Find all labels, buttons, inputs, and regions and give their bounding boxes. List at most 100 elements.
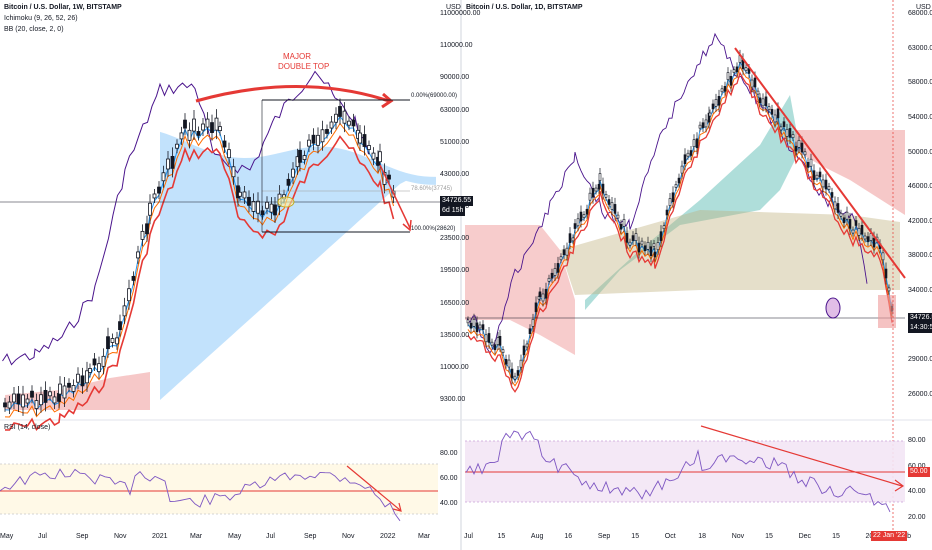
candle-body — [680, 165, 684, 174]
candle-body — [222, 140, 227, 148]
candle-body — [85, 370, 89, 384]
breakdown-highlight — [878, 295, 896, 328]
left-header-bb[interactable]: BB (20, close, 2, 0) — [4, 26, 64, 33]
candle-body — [601, 183, 605, 194]
candle-body — [325, 129, 329, 134]
candle-body — [806, 161, 810, 168]
candle-body — [729, 75, 733, 86]
candle-body — [726, 72, 730, 80]
right-price-pane — [465, 0, 906, 530]
candle-body — [58, 383, 62, 395]
candle-body — [818, 171, 822, 178]
candle-body — [797, 140, 801, 148]
candle-body — [674, 184, 678, 188]
candle-body — [347, 120, 351, 126]
right-header-symbol: Bitcoin / U.S. Dollar, 1D, BITSTAMP — [466, 4, 583, 11]
rsi-divergence-arrowhead — [392, 502, 402, 512]
right-price-tick-label: 42000.00 — [908, 217, 932, 225]
left-time-label: May — [228, 533, 242, 540]
fib-mid-label: 78.60%(37745) — [411, 186, 453, 192]
candle-body — [860, 224, 864, 235]
candle-body — [342, 110, 347, 124]
tenkan-sen-line — [4, 115, 394, 411]
candle-body — [568, 233, 572, 243]
candle-body — [362, 134, 367, 147]
candle-body — [788, 128, 792, 138]
kumo-cloud-bullish — [160, 131, 436, 400]
candle-body — [131, 276, 136, 281]
candle-body — [616, 214, 620, 219]
downside-arrowhead — [402, 219, 412, 232]
candle-body — [887, 287, 891, 292]
left-rsi-header[interactable]: RSI (14, close) — [4, 424, 51, 431]
candle-body — [588, 192, 592, 201]
candle-body — [628, 241, 632, 246]
right-time-label: 16 — [564, 533, 573, 540]
candle-body — [842, 217, 846, 224]
candle-body — [513, 375, 517, 380]
candle-body — [794, 145, 798, 152]
candle-body — [92, 358, 97, 366]
candle-body — [665, 209, 669, 216]
rsi-divergence-line — [346, 465, 401, 511]
candle-body — [183, 119, 187, 129]
left-header-ichimoku[interactable]: Ichimoku (9, 26, 52, 26) — [4, 15, 78, 22]
candle-body — [484, 334, 488, 343]
fib-bot-label: 100.00%(28620) — [411, 226, 456, 232]
candle-body — [519, 359, 523, 368]
candle-body — [12, 393, 16, 403]
left-countdown-tag: 6d 15h — [440, 206, 466, 216]
candle-body — [646, 241, 650, 250]
chikou-span-line — [2, 70, 369, 366]
right-time-label: Dec — [798, 533, 812, 540]
candle-body — [148, 202, 152, 216]
candle-body — [478, 324, 482, 329]
candle-body — [836, 203, 840, 213]
right-price-tick-label: 50000.00 — [908, 148, 932, 156]
rsi-divergence-arrowhead — [894, 479, 905, 492]
candle-body — [785, 129, 789, 137]
candle-body — [493, 344, 497, 350]
candle-body — [251, 200, 256, 212]
kumo-cloud-bearish-top — [795, 130, 905, 215]
candle-body — [571, 237, 575, 242]
candle-body — [604, 194, 608, 198]
candle-body — [686, 152, 690, 157]
candle-body — [106, 336, 110, 350]
candle-body — [544, 288, 548, 299]
candle-body — [466, 319, 470, 324]
candle-body — [652, 243, 656, 247]
candle-body — [717, 96, 721, 106]
left-price-tick-label: 11000.00 — [440, 363, 469, 371]
candle-body — [556, 263, 560, 273]
candle-body — [689, 150, 693, 156]
bollinger-basis-line — [467, 71, 893, 393]
candle-body — [809, 158, 813, 167]
candle-body — [472, 319, 476, 327]
candle-body — [481, 324, 485, 330]
left-time-label: Mar — [418, 533, 431, 540]
rsi-band-fill — [465, 441, 905, 502]
candle-body — [750, 79, 754, 88]
candle-body — [214, 117, 219, 131]
left-price-tick-label: 13500.00 — [440, 331, 470, 339]
candle-body — [218, 126, 222, 132]
candle-body — [320, 129, 325, 143]
candle-body — [136, 251, 140, 259]
candle-body — [776, 108, 780, 119]
kijun-sen-line — [467, 65, 893, 387]
candle-body — [179, 132, 184, 140]
downside-arrow-line — [379, 164, 411, 229]
candle-body — [210, 122, 214, 133]
candle-body — [773, 114, 777, 123]
candle-body — [302, 155, 307, 160]
right-time-label: Aug — [530, 533, 544, 540]
candle-body — [76, 373, 80, 383]
left-price-tick-label: 11000000.00 — [440, 10, 481, 17]
candle-body — [643, 245, 647, 251]
candle-body — [848, 219, 852, 229]
candle-body — [634, 233, 638, 241]
candle-body — [170, 155, 175, 169]
